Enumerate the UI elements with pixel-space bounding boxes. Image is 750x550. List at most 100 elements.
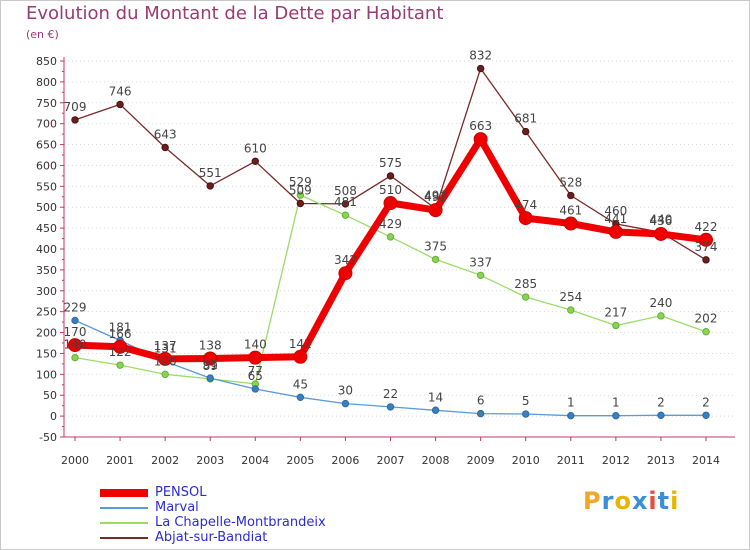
data-point-la-chapelle-montbrandeix <box>522 293 530 301</box>
legend-swatch <box>100 537 148 539</box>
legend-label: PENSOL <box>155 485 207 500</box>
data-point-la-chapelle-montbrandeix <box>71 353 79 362</box>
y-tick-label: 800 <box>36 76 57 89</box>
data-label-pensol: 436 <box>649 214 672 228</box>
legend-label: Marval <box>155 500 199 515</box>
data-label-pensol: 441 <box>604 212 627 226</box>
data-label-abjat-sur-bandiat: 509 <box>289 183 312 197</box>
data-point-la-chapelle-montbrandeix <box>296 191 305 199</box>
data-label-la-chapelle-montbrandeix: 100 <box>154 354 177 368</box>
data-point-abjat-sur-bandiat <box>341 200 350 208</box>
data-label-la-chapelle-montbrandeix: 285 <box>514 277 537 291</box>
y-tick-label: 500 <box>36 201 57 214</box>
data-label-pensol: 510 <box>379 183 402 197</box>
data-label-abjat-sur-bandiat: 832 <box>469 49 492 63</box>
data-label-pensol: 422 <box>695 220 718 234</box>
y-tick-label: 100 <box>36 368 57 381</box>
data-label-la-chapelle-montbrandeix: 375 <box>424 239 447 253</box>
data-point-pensol <box>653 226 668 241</box>
y-tick-label: 450 <box>36 222 57 235</box>
data-point-pensol <box>383 196 398 211</box>
data-point-la-chapelle-montbrandeix <box>567 306 575 314</box>
x-tick-label: 2003 <box>196 454 224 467</box>
data-point-marval <box>431 406 440 414</box>
data-point-marval <box>341 399 350 408</box>
legend-swatch <box>100 522 148 524</box>
data-label-abjat-sur-bandiat: 643 <box>154 127 177 141</box>
data-label-pensol: 342 <box>334 253 357 267</box>
data-label-abjat-sur-bandiat: 374 <box>695 240 718 254</box>
y-tick-label: 50 <box>43 389 57 402</box>
data-point-la-chapelle-montbrandeix <box>161 370 169 379</box>
data-label-marval: 2 <box>702 395 710 409</box>
x-tick-label: 2014 <box>692 454 720 467</box>
data-point-marval <box>702 411 710 419</box>
data-point-marval <box>612 411 620 420</box>
data-label-pensol: 493 <box>424 190 447 204</box>
y-tick-label: 250 <box>36 306 57 319</box>
x-tick-label: 2009 <box>467 454 495 467</box>
data-point-pensol <box>113 339 128 354</box>
data-label-marval: 45 <box>293 377 308 391</box>
data-point-la-chapelle-montbrandeix <box>612 321 620 330</box>
data-label-la-chapelle-montbrandeix: 529 <box>289 175 312 189</box>
data-point-abjat-sur-bandiat <box>251 157 259 165</box>
data-label-la-chapelle-montbrandeix: 337 <box>469 255 492 269</box>
data-point-abjat-sur-bandiat <box>296 199 305 208</box>
data-label-abjat-sur-bandiat: 460 <box>604 204 627 218</box>
data-point-abjat-sur-bandiat <box>386 172 395 180</box>
x-tick-label: 2011 <box>557 454 585 467</box>
logo-letter: r <box>601 487 615 515</box>
data-label-abjat-sur-bandiat: 508 <box>334 184 357 198</box>
data-label-marval: 1 <box>612 396 620 410</box>
data-label-marval: 181 <box>109 320 132 334</box>
data-point-pensol <box>203 351 218 366</box>
y-tick-label: 350 <box>36 264 57 277</box>
y-tick-label: 650 <box>36 139 57 152</box>
x-tick-label: 2013 <box>647 454 675 467</box>
data-point-pensol <box>293 349 308 364</box>
data-label-la-chapelle-montbrandeix: 254 <box>559 290 582 304</box>
data-point-pensol <box>608 224 623 239</box>
logo-letter: x <box>631 487 649 515</box>
data-point-abjat-sur-bandiat <box>522 127 530 136</box>
data-label-abjat-sur-bandiat: 528 <box>559 176 582 190</box>
y-tick-label: 400 <box>36 243 57 256</box>
x-tick-label: 2004 <box>241 454 269 467</box>
data-point-pensol <box>563 216 578 231</box>
data-label-la-chapelle-montbrandeix: 481 <box>334 195 357 209</box>
data-label-marval: 6 <box>477 394 485 408</box>
data-label-marval: 91 <box>203 358 218 372</box>
legend-label: La Chapelle-Montbrandeix <box>155 515 326 530</box>
x-tick-label: 2001 <box>106 454 134 467</box>
data-label-pensol: 138 <box>199 338 222 352</box>
data-point-marval <box>522 410 530 418</box>
data-point-la-chapelle-montbrandeix <box>431 255 440 264</box>
data-point-la-chapelle-montbrandeix <box>386 233 395 241</box>
data-label-marval: 30 <box>338 384 353 398</box>
logo-letter: P <box>583 487 602 515</box>
data-point-abjat-sur-bandiat <box>702 256 710 264</box>
chart-subtitle: (en €) <box>26 28 59 41</box>
data-label-pensol: 137 <box>154 339 177 353</box>
data-point-marval <box>567 411 575 420</box>
data-label-abjat-sur-bandiat: 709 <box>64 100 87 114</box>
data-point-pensol <box>248 350 263 365</box>
data-point-la-chapelle-montbrandeix <box>657 312 665 320</box>
data-label-la-chapelle-montbrandeix: 202 <box>695 312 718 326</box>
data-label-la-chapelle-montbrandeix: 77 <box>248 364 263 378</box>
data-label-marval: 229 <box>64 300 87 314</box>
y-tick-label: 700 <box>36 118 57 131</box>
data-point-la-chapelle-montbrandeix <box>476 271 485 280</box>
data-point-pensol <box>68 338 82 353</box>
series-line-pensol <box>74 135 707 363</box>
y-tick-label: 200 <box>36 327 57 340</box>
x-tick-label: 2010 <box>512 454 540 467</box>
y-tick-label: -50 <box>39 431 57 444</box>
legend-label: Abjat-sur-Bandiat <box>155 530 268 545</box>
y-tick-label: 550 <box>36 180 57 193</box>
logo-letter: t <box>657 487 671 515</box>
y-tick-label: 850 <box>36 55 57 68</box>
data-point-abjat-sur-bandiat <box>71 116 79 124</box>
